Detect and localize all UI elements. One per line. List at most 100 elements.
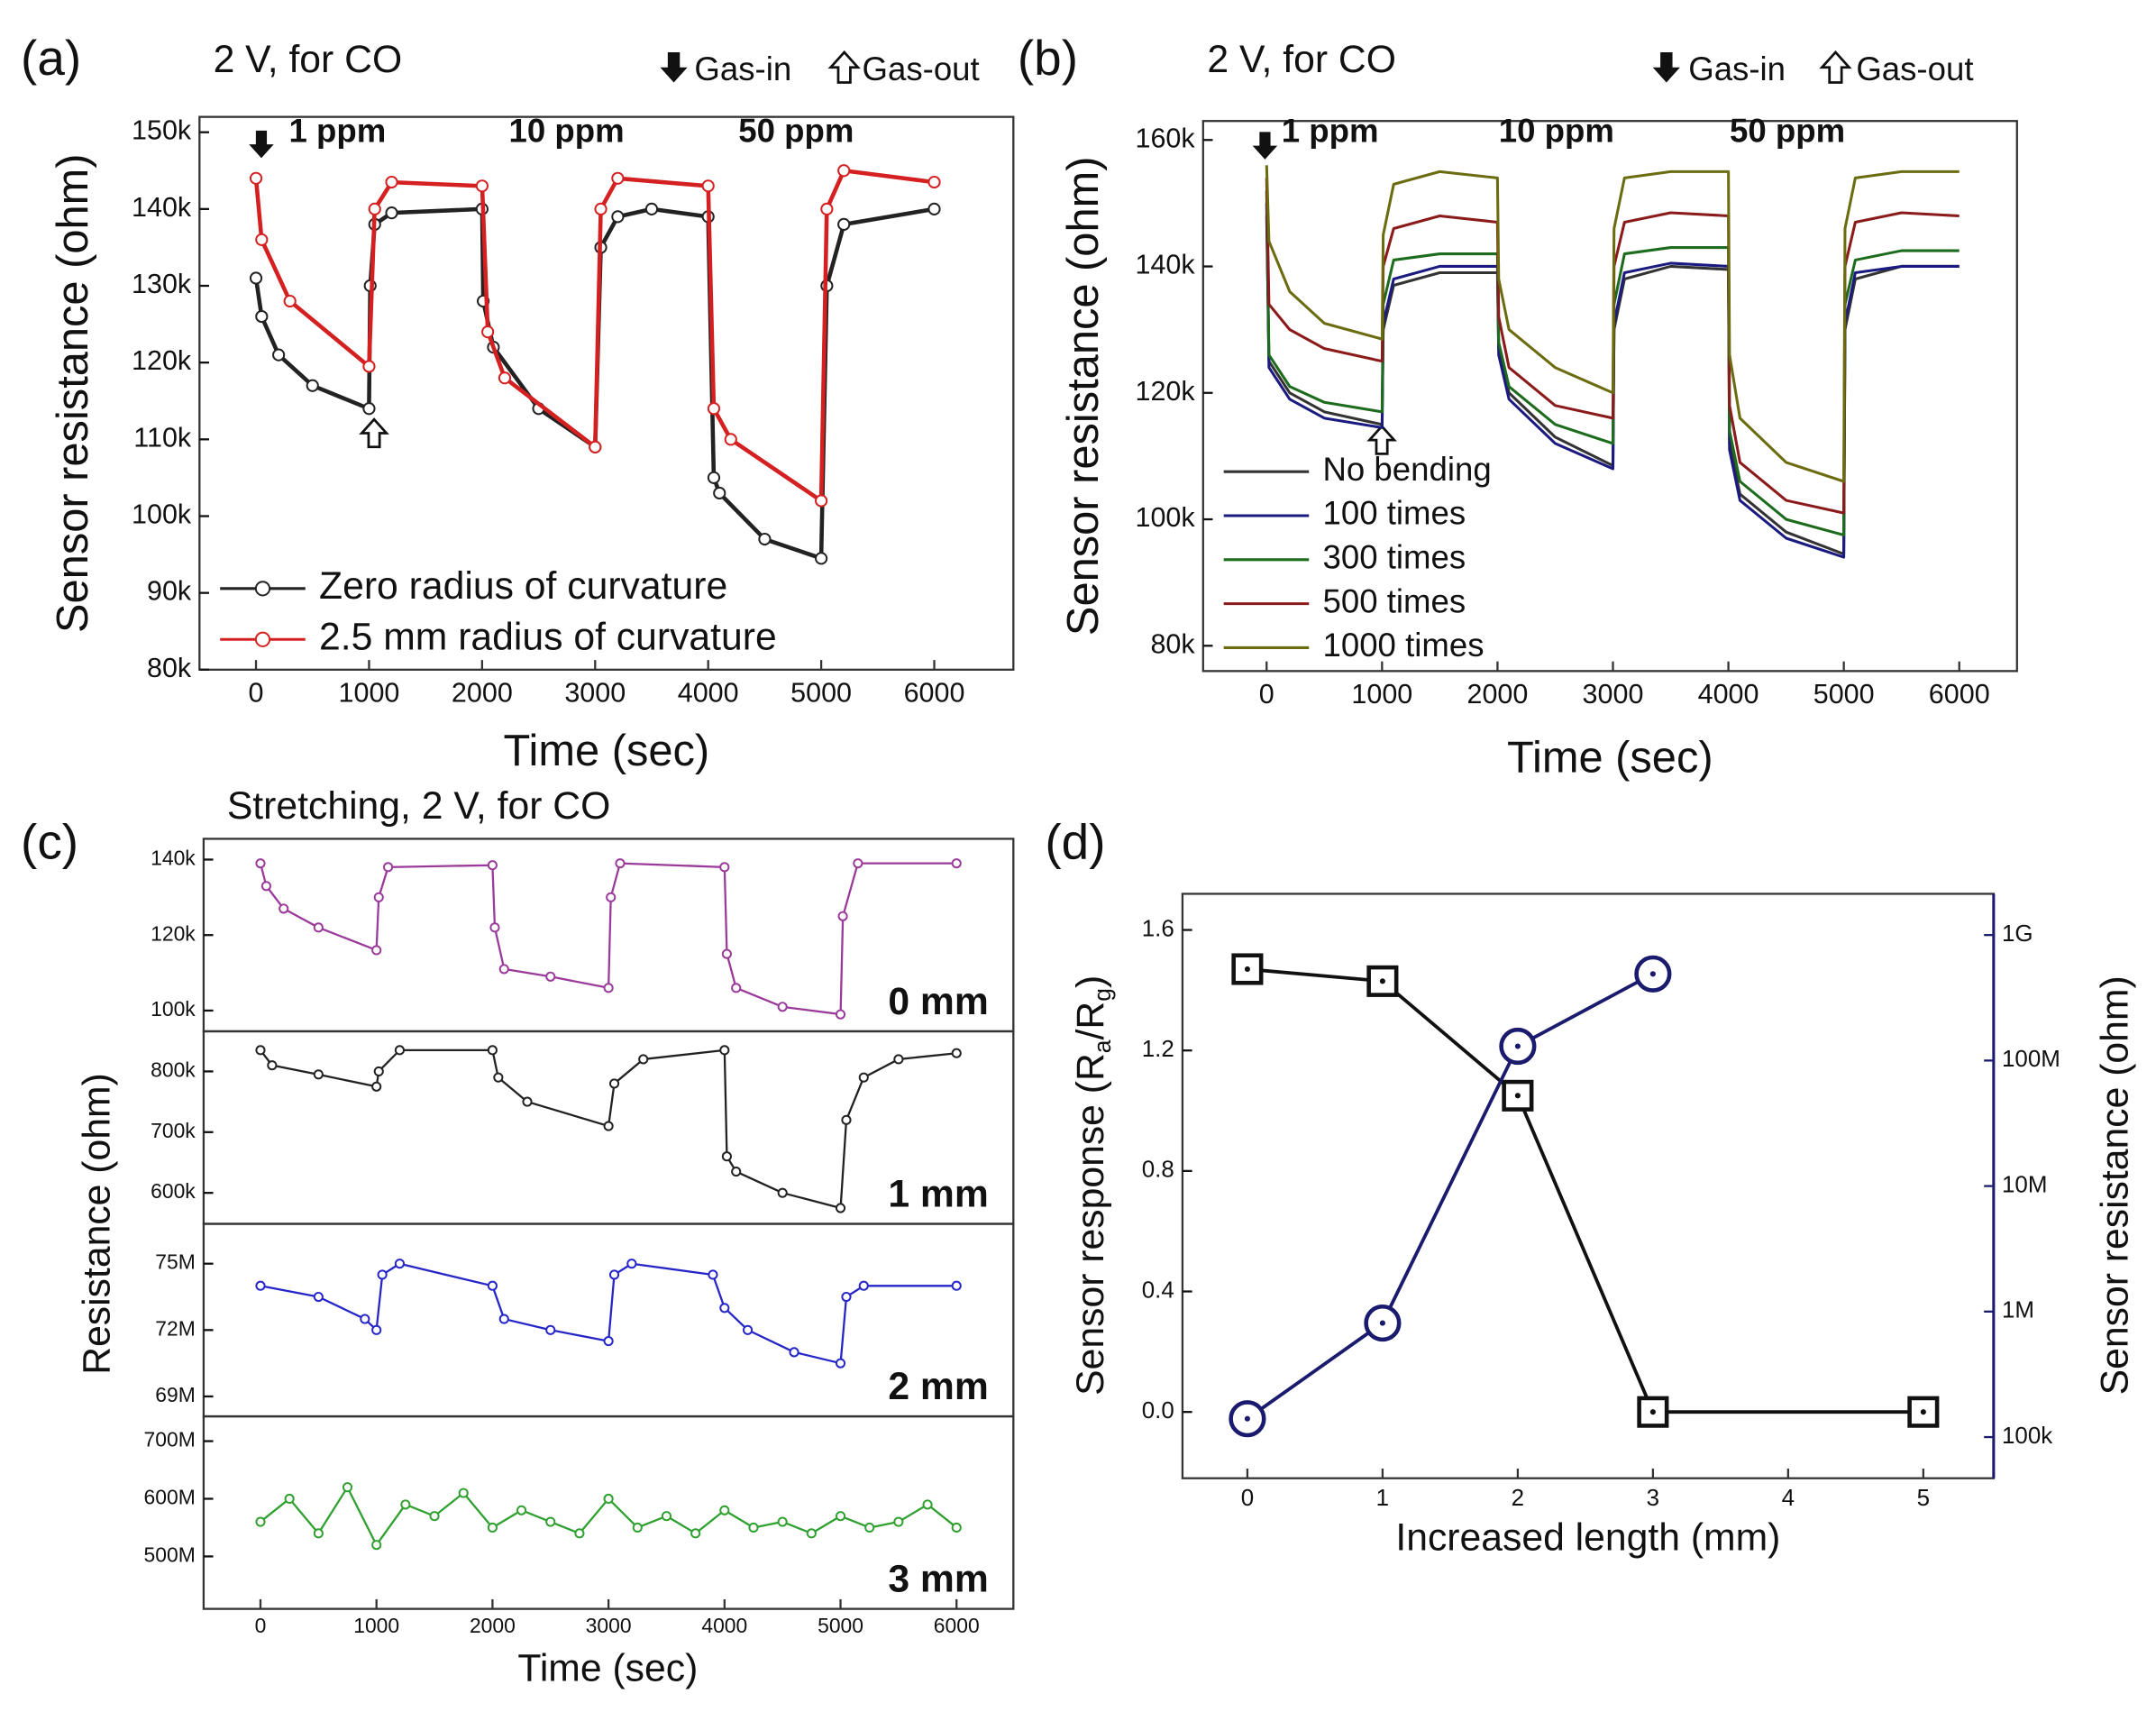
x-tick-label: 2: [1512, 1486, 1524, 1511]
y-tick-label: 800k: [151, 1057, 196, 1081]
y-tick-label: 0.8: [1142, 1158, 1174, 1183]
gas-out-arrow: [1819, 50, 1852, 84]
marker: [835, 1009, 846, 1020]
legend-label: 2.5 mm radius of curvature: [319, 616, 777, 659]
marker: [516, 1505, 527, 1515]
marker: [853, 858, 863, 869]
marker: [608, 1269, 620, 1280]
marker: [522, 1096, 533, 1107]
gas-in-arrow: [1652, 51, 1680, 83]
marker: [284, 1493, 295, 1505]
marker: [313, 1528, 324, 1539]
marker: [815, 552, 828, 565]
label-part: ): [1069, 975, 1112, 988]
x-tick-label: 6000: [934, 1614, 980, 1637]
marker: [589, 440, 602, 453]
gas-out-arrow: [359, 417, 389, 449]
y-tick-label: 140k: [151, 847, 196, 870]
marker: [742, 1324, 754, 1335]
marker: [394, 1045, 405, 1056]
x-axis-label: Increased length (mm): [1395, 1516, 1780, 1560]
plot-frame: [198, 115, 1015, 671]
x-tick-label: 2000: [452, 677, 513, 708]
marker: [858, 1072, 869, 1083]
panel-tag: 3 mm: [888, 1557, 989, 1600]
annotation: 10 ppm: [1499, 113, 1614, 150]
marker: [1637, 1396, 1669, 1428]
plot-frame: [1181, 893, 1995, 1479]
legend-label: 1000 times: [1323, 627, 1485, 664]
x-tick-label: 2000: [1466, 679, 1528, 710]
marker: [371, 1081, 382, 1092]
marker: [498, 1314, 509, 1324]
marker: [758, 532, 772, 546]
x-tick-label: 1000: [339, 677, 400, 708]
marker: [373, 1066, 384, 1077]
y-tick-label: 1.6: [1142, 916, 1174, 941]
y-tick-label: 500M: [144, 1543, 196, 1566]
y-tick-label: 80k: [147, 653, 192, 683]
plot-frame: [1201, 120, 2018, 673]
marker-dot: [1514, 1043, 1521, 1049]
marker: [255, 1516, 266, 1527]
marker: [458, 1488, 469, 1498]
y-tick-label: 69M: [155, 1383, 195, 1406]
data-line: [1265, 178, 1960, 515]
x-tick-label: 2000: [470, 1614, 516, 1637]
marker: [306, 379, 319, 392]
x-tick-label: 1000: [353, 1614, 399, 1637]
legend-label: No bending: [1323, 451, 1492, 488]
legend-label: 500 times: [1323, 582, 1466, 619]
data-line: [260, 1262, 957, 1365]
panel-label: (d): [1045, 814, 1105, 870]
marker: [777, 1002, 788, 1012]
marker: [373, 892, 384, 902]
y-tick-label: 1G: [2002, 921, 2033, 947]
marker: [864, 1522, 875, 1533]
marker-dot: [1649, 1409, 1656, 1415]
x-tick-label: 0: [1241, 1486, 1254, 1511]
marker: [626, 1259, 637, 1269]
marker: [927, 202, 941, 215]
marker: [249, 171, 263, 185]
x-tick-label: 4000: [678, 677, 739, 708]
marker: [493, 1072, 504, 1083]
gas-in-arrow: [660, 51, 688, 83]
marker: [708, 1269, 718, 1280]
marker: [362, 360, 376, 373]
data-line: [1246, 972, 1654, 1421]
annotation: Gas-out: [863, 50, 980, 87]
marker: [835, 1511, 846, 1522]
x-tick-label: 0: [1259, 679, 1274, 710]
y-tick-label: 0.4: [1142, 1277, 1174, 1303]
marker: [719, 862, 730, 873]
marker: [498, 964, 509, 975]
marker: [835, 1358, 846, 1369]
y-tick-label: 120k: [132, 345, 192, 376]
subscript: g: [1089, 988, 1116, 1002]
marker: [487, 1045, 498, 1056]
x-tick-label: 4000: [701, 1614, 747, 1637]
marker: [481, 325, 495, 339]
y-tick-label: 110k: [133, 422, 192, 453]
marker: [837, 911, 848, 921]
marker: [377, 1269, 388, 1280]
marker: [707, 402, 721, 416]
marker: [603, 1336, 614, 1347]
marker: [951, 858, 962, 869]
x-tick-label: 3000: [586, 1614, 632, 1637]
marker: [394, 1259, 405, 1269]
x-tick-label: 0: [249, 677, 264, 708]
y-tick-label: 600M: [144, 1486, 196, 1509]
marker: [777, 1516, 788, 1527]
marker: [719, 1505, 730, 1515]
data-line: [1265, 203, 1960, 559]
x-tick-label: 3000: [564, 677, 626, 708]
marker: [255, 309, 269, 324]
x-axis-label: Time (sec): [1507, 733, 1713, 782]
marker: [841, 1291, 852, 1303]
marker: [313, 1069, 324, 1080]
annotation: 1 ppm: [288, 113, 386, 150]
x-tick-label: 5000: [790, 677, 852, 708]
